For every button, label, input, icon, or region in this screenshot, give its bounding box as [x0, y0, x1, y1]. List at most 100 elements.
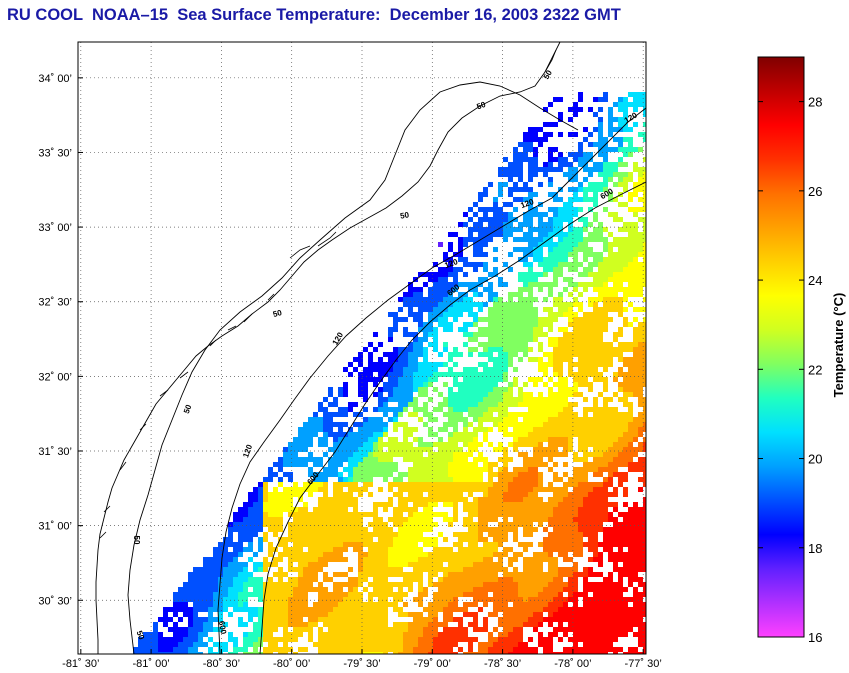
sst-pixel [318, 462, 323, 467]
sst-pixel [243, 607, 248, 612]
sst-pixel [448, 292, 453, 297]
sst-pixel [498, 402, 503, 407]
sst-pixel [403, 422, 408, 427]
sst-pixel [513, 607, 518, 612]
sst-pixel [403, 352, 408, 357]
sst-pixel [503, 487, 508, 492]
sst-pixel [458, 532, 463, 537]
sst-pixel [428, 432, 433, 437]
sst-pixel [543, 402, 548, 407]
sst-pixel [398, 482, 403, 487]
sst-pixel [603, 542, 608, 547]
sst-pixel [273, 627, 278, 632]
sst-pixel [448, 437, 453, 442]
sst-pixel [338, 592, 343, 597]
sst-pixel [593, 317, 598, 322]
sst-pixel [583, 267, 588, 272]
sst-pixel [373, 432, 378, 437]
sst-pixel [523, 142, 528, 147]
sst-pixel [423, 497, 428, 502]
sst-pixel [638, 632, 643, 637]
sst-pixel [468, 297, 473, 302]
sst-pixel [458, 452, 463, 457]
sst-pixel [408, 512, 413, 517]
sst-pixel [503, 642, 508, 647]
sst-pixel [333, 462, 338, 467]
sst-pixel [468, 587, 473, 592]
sst-pixel [428, 312, 433, 317]
sst-pixel [608, 417, 613, 422]
sst-pixel [513, 402, 518, 407]
sst-pixel [473, 292, 478, 297]
sst-pixel [383, 412, 388, 417]
sst-pixel [613, 607, 618, 612]
sst-pixel [343, 557, 348, 562]
sst-pixel [313, 457, 318, 462]
sst-pixel [273, 522, 278, 527]
sst-pixel [263, 607, 268, 612]
sst-pixel [178, 607, 183, 612]
sst-pixel [243, 502, 248, 507]
sst-pixel [568, 362, 573, 367]
sst-pixel [398, 512, 403, 517]
sst-pixel [483, 462, 488, 467]
sst-pixel [508, 267, 513, 272]
sst-pixel [468, 517, 473, 522]
sst-pixel [498, 282, 503, 287]
sst-pixel [628, 252, 633, 257]
sst-pixel [523, 337, 528, 342]
sst-pixel [473, 457, 478, 462]
sst-pixel [578, 327, 583, 332]
sst-pixel [513, 342, 518, 347]
sst-pixel [408, 637, 413, 642]
sst-pixel [448, 547, 453, 552]
sst-pixel [378, 612, 383, 617]
sst-pixel [498, 362, 503, 367]
sst-pixel [273, 507, 278, 512]
sst-pixel [593, 472, 598, 477]
sst-pixel [548, 207, 553, 212]
sst-pixel [463, 262, 468, 267]
sst-pixel [543, 582, 548, 587]
sst-pixel [323, 647, 328, 652]
sst-pixel [203, 582, 208, 587]
sst-pixel [413, 352, 418, 357]
sst-pixel [563, 307, 568, 312]
sst-pixel [568, 277, 573, 282]
sst-pixel [263, 612, 268, 617]
sst-pixel [478, 342, 483, 347]
sst-pixel [513, 632, 518, 637]
sst-pixel [353, 602, 358, 607]
sst-pixel [303, 602, 308, 607]
sst-pixel [643, 587, 646, 592]
sst-pixel [528, 507, 533, 512]
sst-pixel [583, 452, 588, 457]
sst-pixel [623, 102, 628, 107]
sst-pixel [403, 432, 408, 437]
sst-pixel [393, 312, 398, 317]
sst-pixel [468, 377, 473, 382]
sst-pixel [628, 357, 633, 362]
sst-pixel [593, 532, 598, 537]
sst-pixel [613, 617, 618, 622]
sst-pixel [543, 437, 548, 442]
sst-pixel [493, 637, 498, 642]
sst-pixel [618, 437, 623, 442]
sst-pixel [518, 332, 523, 337]
sst-pixel [313, 602, 318, 607]
sst-pixel [638, 537, 643, 542]
sst-pixel [363, 427, 368, 432]
sst-pixel [193, 577, 198, 582]
sst-pixel [398, 412, 403, 417]
sst-pixel [443, 297, 448, 302]
sst-pixel [398, 387, 403, 392]
sst-pixel [323, 622, 328, 627]
sst-pixel [248, 607, 253, 612]
sst-pixel [638, 562, 643, 567]
sst-pixel [573, 487, 578, 492]
sst-pixel [348, 622, 353, 627]
sst-pixel [623, 137, 628, 142]
sst-pixel [628, 437, 633, 442]
sst-pixel [393, 642, 398, 647]
sst-pixel [568, 312, 573, 317]
